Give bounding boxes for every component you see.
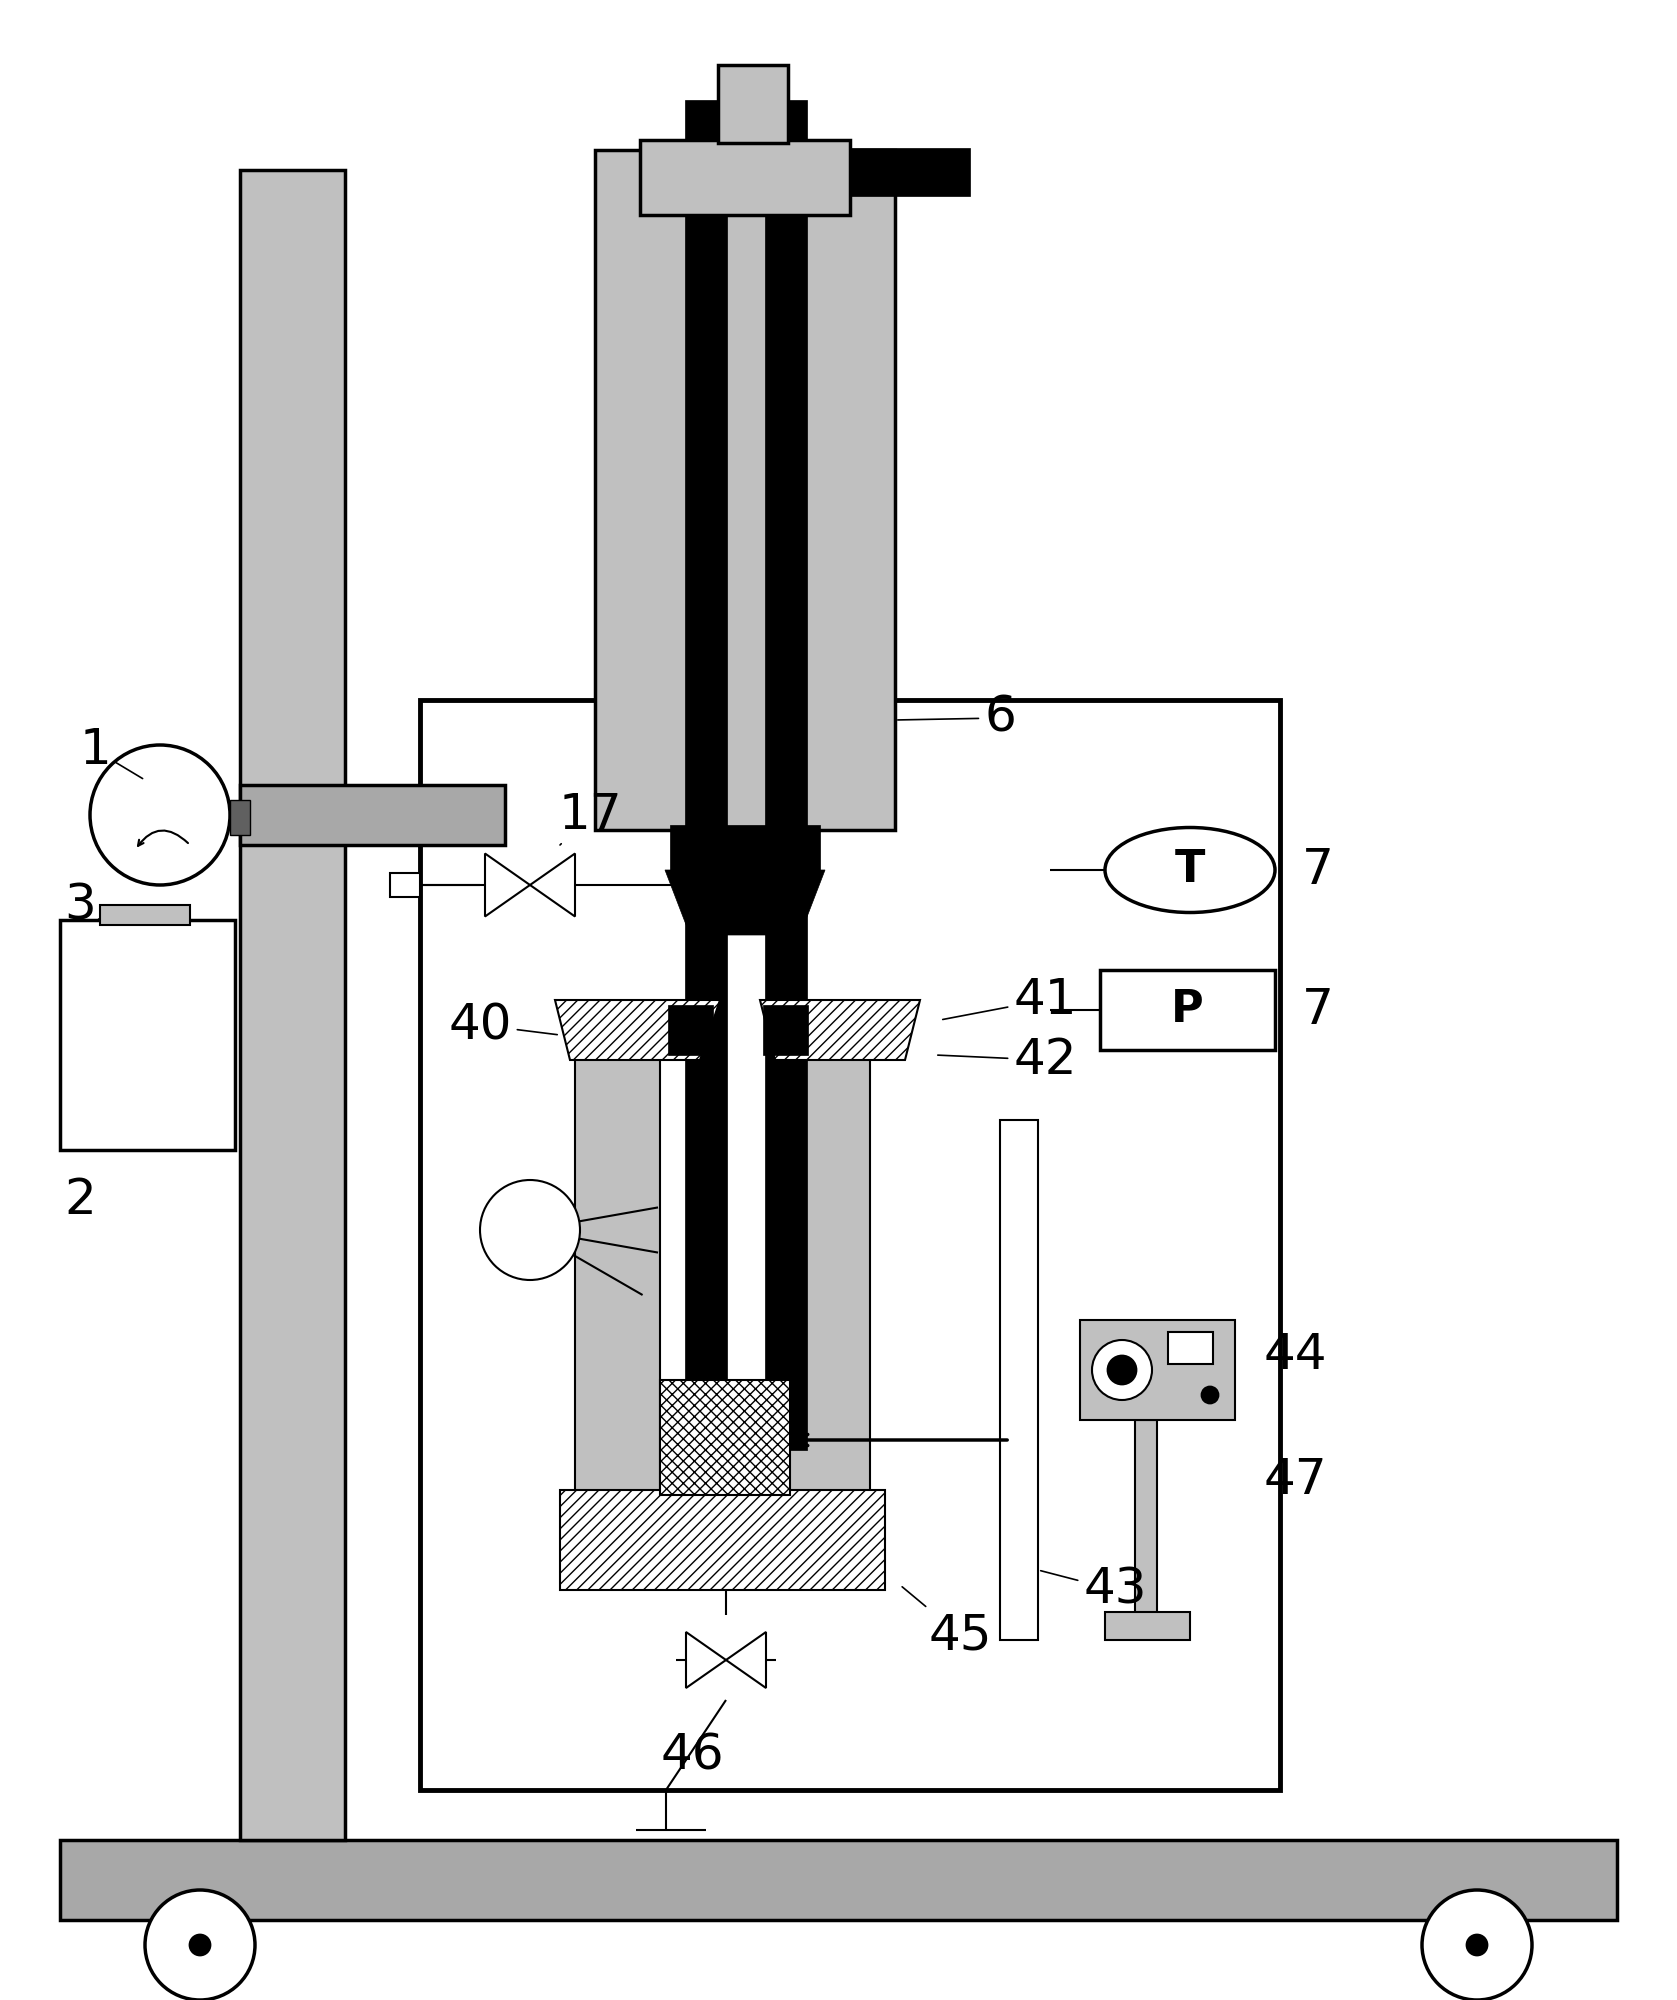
Text: 2: 2: [64, 1176, 96, 1224]
Bar: [671, 824, 820, 870]
Text: 41: 41: [942, 976, 1077, 1024]
Text: 6: 6: [897, 694, 1016, 742]
Text: 45: 45: [902, 1586, 991, 1660]
Text: 44: 44: [1263, 1332, 1327, 1380]
Text: 3: 3: [64, 880, 101, 928]
Text: 17: 17: [558, 790, 622, 844]
Bar: [785, 1056, 870, 1536]
Bar: [667, 1004, 713, 1056]
Bar: [999, 1120, 1038, 1640]
Text: P: P: [1171, 988, 1204, 1032]
Bar: [850, 148, 969, 196]
Bar: [765, 100, 807, 1450]
Bar: [1135, 1420, 1157, 1620]
Bar: [1105, 1612, 1191, 1640]
Text: 7: 7: [1301, 986, 1333, 1034]
Text: 7: 7: [1301, 846, 1333, 894]
Bar: [661, 1380, 790, 1496]
Bar: [419, 700, 1280, 1790]
Polygon shape: [666, 870, 825, 936]
Text: 46: 46: [661, 1730, 724, 1780]
Bar: [60, 920, 235, 1150]
Text: 1: 1: [79, 726, 143, 778]
Polygon shape: [485, 854, 530, 916]
Circle shape: [1092, 1340, 1152, 1400]
Circle shape: [1422, 1890, 1533, 2000]
Bar: [60, 1840, 1617, 1920]
Text: T: T: [1176, 848, 1206, 892]
Text: 40: 40: [448, 1000, 557, 1048]
Bar: [763, 1004, 808, 1056]
Bar: [1080, 1320, 1234, 1420]
Polygon shape: [560, 1490, 885, 1590]
Text: 47: 47: [1263, 1456, 1327, 1504]
Circle shape: [1467, 1936, 1487, 1956]
Circle shape: [144, 1890, 255, 2000]
Bar: [240, 784, 505, 844]
Circle shape: [1202, 1388, 1218, 1404]
Bar: [240, 170, 345, 1840]
Bar: [1167, 1332, 1212, 1364]
Bar: [641, 140, 850, 214]
Bar: [230, 800, 250, 836]
Bar: [391, 872, 419, 896]
Bar: [1100, 970, 1275, 1050]
Text: 43: 43: [1041, 1566, 1147, 1614]
Text: 42: 42: [937, 1036, 1077, 1084]
Bar: [575, 1056, 661, 1536]
Bar: [684, 100, 728, 1450]
Bar: [101, 904, 190, 924]
Polygon shape: [726, 1632, 766, 1688]
Polygon shape: [760, 1000, 921, 1060]
Polygon shape: [530, 854, 575, 916]
Circle shape: [1108, 1356, 1135, 1384]
Circle shape: [480, 1180, 580, 1280]
Circle shape: [190, 1936, 210, 1956]
Polygon shape: [555, 1000, 719, 1060]
Polygon shape: [686, 1632, 726, 1688]
Ellipse shape: [1105, 828, 1275, 912]
Bar: [595, 150, 896, 830]
Circle shape: [91, 744, 230, 884]
Bar: [718, 64, 788, 144]
